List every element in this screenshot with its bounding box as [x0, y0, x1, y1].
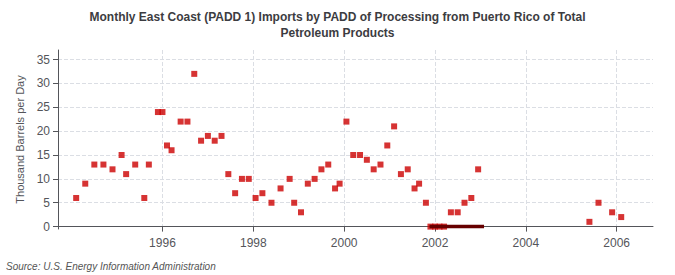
svg-text:2000: 2000: [331, 236, 358, 250]
svg-text:30: 30: [37, 76, 51, 90]
svg-text:5: 5: [43, 196, 50, 210]
svg-text:1996: 1996: [149, 236, 176, 250]
svg-text:10: 10: [37, 172, 51, 186]
svg-text:Source: U.S. Energy Informatio: Source: U.S. Energy Information Administ…: [6, 261, 216, 272]
svg-text:2006: 2006: [603, 236, 630, 250]
svg-text:Monthly East Coast (PADD 1) Im: Monthly East Coast (PADD 1) Imports by P…: [89, 10, 585, 24]
svg-text:Petroleum Products: Petroleum Products: [280, 26, 394, 40]
svg-text:2004: 2004: [512, 236, 539, 250]
svg-text:Thousand Barrels per Day: Thousand Barrels per Day: [14, 75, 26, 204]
svg-text:15: 15: [37, 148, 51, 162]
svg-text:1998: 1998: [240, 236, 267, 250]
svg-text:20: 20: [37, 124, 51, 138]
svg-text:35: 35: [37, 53, 51, 67]
svg-text:0: 0: [43, 220, 50, 234]
svg-text:2002: 2002: [422, 236, 449, 250]
svg-text:25: 25: [37, 100, 51, 114]
